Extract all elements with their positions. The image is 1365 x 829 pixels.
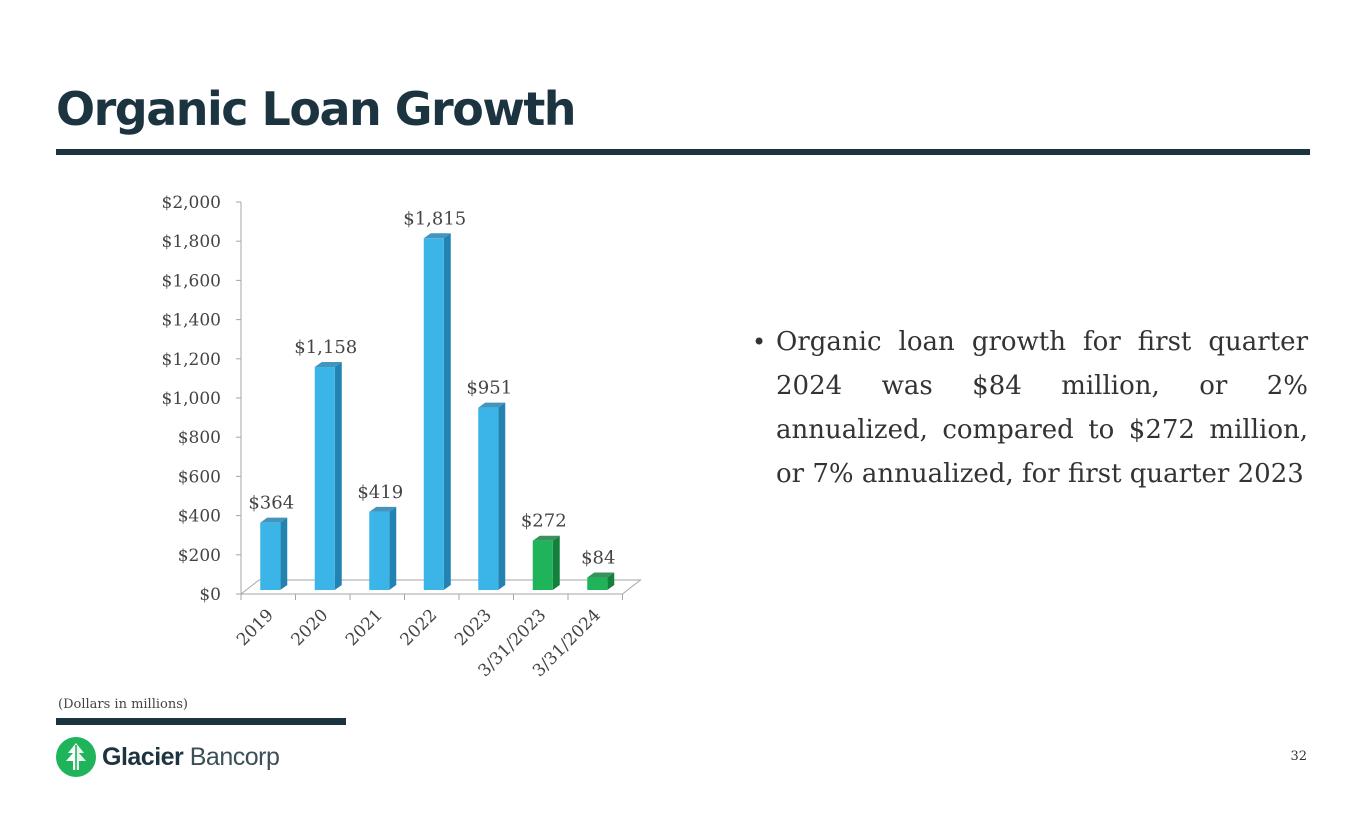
y-tick-label: $1,800: [162, 232, 221, 252]
y-tick-label: $1,600: [162, 271, 221, 291]
y-tick-label: $1,200: [162, 350, 221, 370]
footer-divider: [56, 718, 346, 725]
company-logo: Glacier Bancorp: [56, 737, 280, 777]
logo-name-light: Bancorp: [189, 742, 280, 771]
x-tick-label: 2022: [397, 605, 442, 650]
x-tick-label: 2020: [288, 605, 333, 650]
data-label: $951: [466, 378, 512, 399]
glacier-tree-icon: [56, 737, 96, 777]
bar-side: [552, 535, 560, 590]
data-label: $364: [248, 493, 294, 514]
bar-side: [443, 233, 451, 590]
bar-side: [607, 572, 615, 590]
bar-side: [280, 517, 288, 590]
logo-wordmark: Glacier Bancorp: [102, 742, 280, 772]
bar-top: [532, 535, 560, 541]
bar: [478, 407, 499, 590]
y-tick-label: $0: [199, 585, 221, 605]
data-label: $419: [357, 482, 403, 503]
loan-growth-chart: $0 $200 $400 $600 $800 $1,000 $1,200 $1,400 $1,6…: [162, 193, 642, 681]
bar: [369, 511, 390, 590]
y-tick-label: $2,000: [162, 193, 221, 213]
bar-top: [587, 572, 615, 578]
bar-top: [478, 402, 506, 408]
logo-name-bold: Glacier: [102, 742, 184, 771]
y-tick-label: $400: [178, 507, 221, 527]
bar-side: [498, 402, 506, 590]
bullet-text: Organic loan growth for first quarter 20…: [776, 327, 1308, 489]
page-title: Organic Loan Growth: [56, 82, 577, 136]
bar-top: [314, 362, 342, 368]
bar-top: [260, 517, 288, 523]
data-label: $1,815: [403, 208, 466, 229]
bar: [314, 367, 335, 590]
x-tick-label: 2019: [233, 605, 278, 650]
bullet-item: • Organic loan growth for first quarter …: [752, 320, 1308, 496]
y-tick-label: $1,400: [162, 311, 221, 331]
title-divider: [56, 149, 1310, 155]
page-number: 32: [1290, 749, 1307, 764]
x-tick-label: 2021: [342, 605, 387, 650]
bar-side: [389, 506, 397, 590]
data-label: $1,158: [294, 337, 357, 358]
bar-side: [334, 362, 342, 590]
bar-top: [423, 233, 451, 239]
bullet-icon: •: [752, 328, 767, 356]
bar-top: [369, 506, 397, 512]
y-tick-label: $600: [178, 467, 221, 487]
bar: [587, 577, 608, 590]
data-label: $84: [581, 548, 615, 569]
bar: [532, 540, 553, 590]
y-tick-label: $800: [178, 428, 221, 448]
x-tick-label: 2023: [451, 605, 496, 650]
bar: [423, 238, 444, 590]
bar: [260, 522, 281, 590]
units-footnote: (Dollars in millions): [58, 697, 188, 712]
y-tick-label: $1,000: [162, 389, 221, 409]
y-tick-label: $200: [178, 546, 221, 566]
data-label: $272: [521, 511, 567, 532]
